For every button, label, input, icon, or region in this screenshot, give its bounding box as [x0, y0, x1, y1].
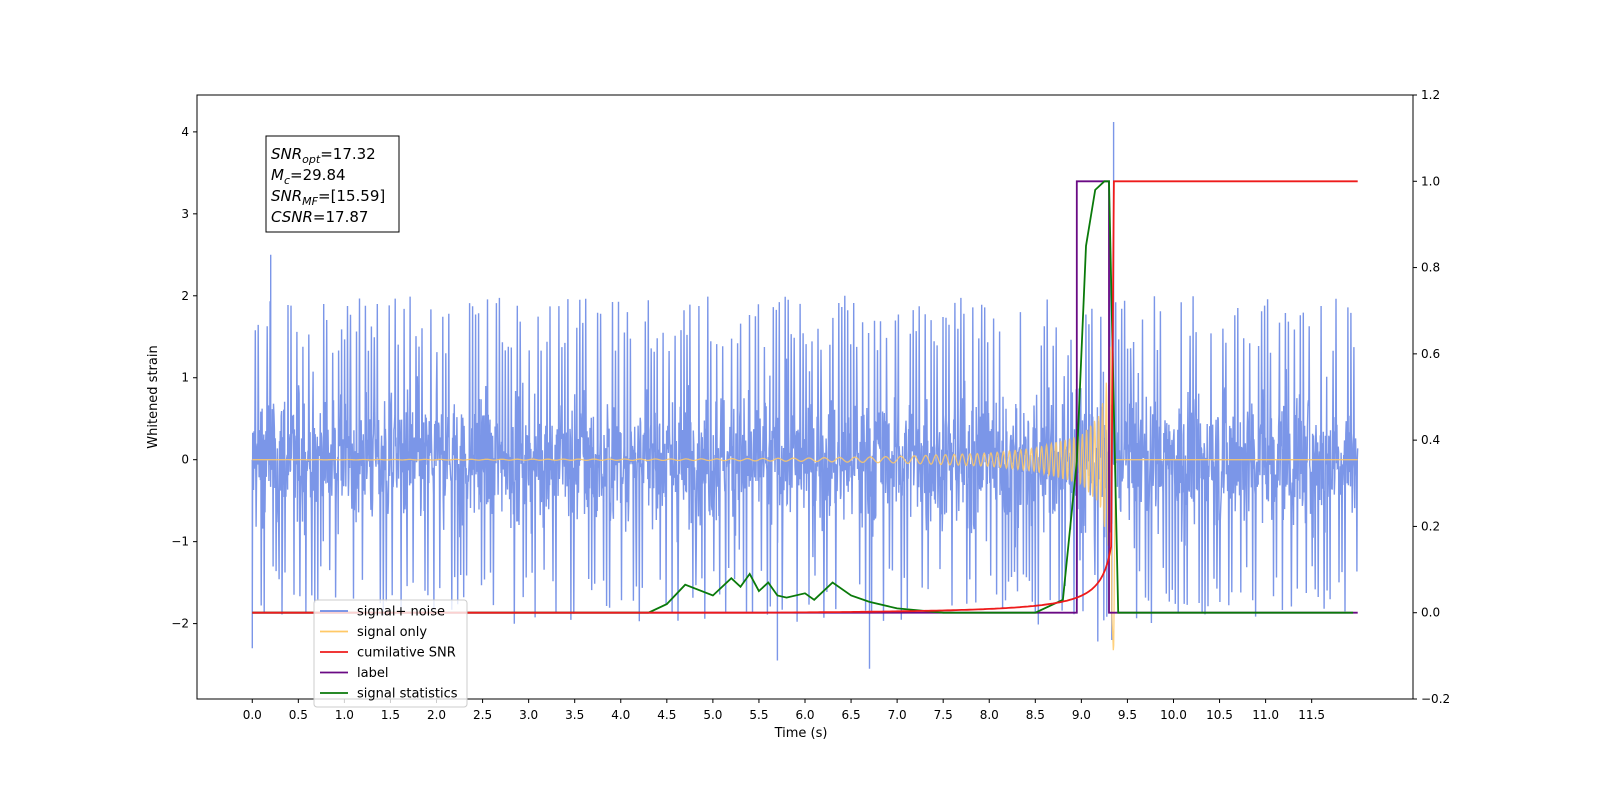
series-signal-only: [252, 346, 1358, 651]
y-right-tick-label: 0.4: [1421, 433, 1440, 447]
x-axis-label: Time (s): [774, 726, 828, 741]
annotation-line: SNRopt=17.32: [271, 145, 376, 166]
x-tick-label: 11.5: [1298, 708, 1325, 722]
annotation-box: SNRopt=17.32Mc=29.84SNRMF=[15.59]CSNR=17…: [265, 135, 400, 233]
x-tick-label: 2.0: [427, 708, 446, 722]
y-right-tick-label: 0.2: [1421, 519, 1440, 533]
x-tick-label: 9.5: [1118, 708, 1137, 722]
y-left-tick-label: 1: [181, 371, 189, 385]
y-right-tick-label: 1.2: [1421, 88, 1440, 102]
x-tick-label: 10.0: [1160, 708, 1187, 722]
y-left-tick-label: 3: [181, 207, 189, 221]
series-signal-statistics: [252, 180, 1354, 614]
y-left-tick-label: 2: [181, 289, 189, 303]
x-tick-label: 3.5: [565, 708, 584, 722]
y-left-tick-label: 4: [181, 125, 189, 139]
legend-label: label: [357, 666, 388, 681]
x-tick-label: 7.0: [888, 708, 907, 722]
y-left-tick-label: −2: [171, 617, 189, 631]
x-tick-label: 11.0: [1252, 708, 1279, 722]
annotation-line: CSNR=17.87: [271, 208, 368, 226]
legend-frame: [313, 599, 468, 708]
legend-label: signal statistics: [357, 687, 458, 702]
x-tick-label: 2.5: [473, 708, 492, 722]
y-left-tick-label: −1: [171, 535, 189, 549]
y-axis-right: −0.2 0.0 0.2 0.4 0.6 0.8 1.0 1.2: [1413, 88, 1450, 706]
y-right-tick-label: 0.6: [1421, 347, 1440, 361]
y-axis-label: Whitened strain: [146, 345, 161, 448]
annotation-frame: [265, 135, 400, 233]
x-tick-label: 8.5: [1026, 708, 1045, 722]
y-axis-left: −2 −1 0 1 2 3 4: [171, 125, 197, 631]
legend: signal+ noise signal only cumilative SNR la…: [313, 599, 468, 708]
y-right-tick-label: 0.0: [1421, 606, 1440, 620]
x-tick-label: 0.0: [243, 708, 262, 722]
y-left-tick-label: 0: [181, 453, 189, 467]
x-tick-label: 4.5: [657, 708, 676, 722]
x-tick-label: 3.0: [519, 708, 538, 722]
y-right-tick-label: 1.0: [1421, 174, 1440, 188]
x-tick-label: 1.0: [335, 708, 354, 722]
series-signal-noise: [251, 122, 1359, 669]
legend-label: signal only: [357, 625, 427, 640]
x-tick-label: 0.5: [289, 708, 308, 722]
x-tick-label: 7.5: [934, 708, 953, 722]
legend-label: cumilative SNR: [357, 646, 456, 661]
annotation-line: SNRMF=[15.59]: [271, 187, 385, 208]
annotation-line: Mc=29.84: [271, 166, 346, 187]
x-tick-label: 4.0: [611, 708, 630, 722]
y-right-tick-label: −0.2: [1421, 692, 1450, 706]
x-tick-label: 8.0: [980, 708, 999, 722]
x-tick-label: 6.5: [842, 708, 861, 722]
x-tick-label: 5.5: [749, 708, 768, 722]
x-axis: 0.0 0.5 1.0 1.5 2.0 2.5 3.0 3.5 4.0 4.5 5.0 5.5 6.0 6…: [243, 699, 1325, 722]
y-right-tick-label: 0.8: [1421, 261, 1440, 275]
x-tick-label: 9.0: [1072, 708, 1091, 722]
x-tick-label: 6.0: [795, 708, 814, 722]
legend-label: signal+ noise: [357, 605, 445, 620]
x-tick-label: 10.5: [1206, 708, 1233, 722]
x-tick-label: 1.5: [381, 708, 400, 722]
x-tick-label: 5.0: [703, 708, 722, 722]
